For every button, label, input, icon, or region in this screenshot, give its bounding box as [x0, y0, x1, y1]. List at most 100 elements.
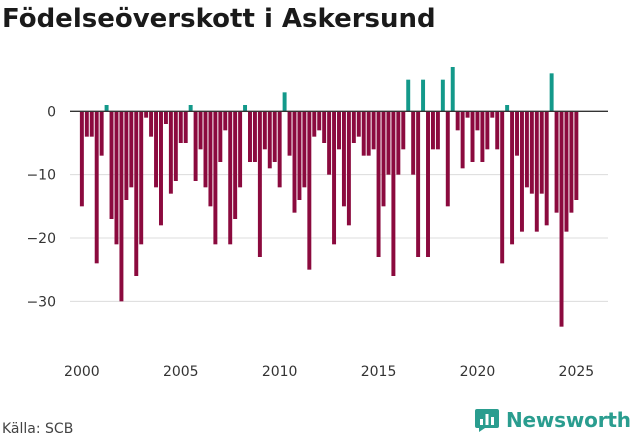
bar[interactable]: [238, 111, 243, 188]
bar[interactable]: [485, 111, 490, 150]
bar[interactable]: [480, 111, 485, 162]
bar[interactable]: [475, 111, 480, 131]
bar[interactable]: [272, 111, 277, 162]
bar[interactable]: [119, 111, 124, 302]
bar[interactable]: [356, 111, 361, 137]
bar[interactable]: [490, 111, 495, 118]
bar[interactable]: [129, 111, 134, 188]
newsworthy-logo[interactable]: Newsworthy: [474, 407, 631, 433]
bar[interactable]: [549, 73, 554, 112]
bar[interactable]: [445, 111, 450, 207]
bar[interactable]: [159, 111, 163, 226]
bar[interactable]: [144, 111, 149, 118]
bar[interactable]: [574, 111, 579, 200]
bar[interactable]: [188, 105, 193, 112]
bar[interactable]: [94, 111, 99, 264]
bar[interactable]: [312, 111, 317, 137]
bar[interactable]: [460, 111, 465, 169]
bar[interactable]: [178, 111, 183, 143]
bar[interactable]: [282, 92, 287, 112]
bar[interactable]: [198, 111, 203, 150]
bar[interactable]: [134, 111, 139, 276]
bar[interactable]: [361, 111, 366, 156]
bar[interactable]: [307, 111, 312, 270]
bar[interactable]: [337, 111, 341, 150]
bar[interactable]: [203, 111, 208, 188]
bar[interactable]: [529, 111, 534, 194]
bar[interactable]: [435, 111, 440, 150]
bar[interactable]: [173, 111, 178, 181]
bar[interactable]: [416, 111, 421, 257]
bar[interactable]: [440, 79, 445, 112]
bar[interactable]: [376, 111, 381, 257]
bar[interactable]: [297, 111, 302, 200]
bar[interactable]: [421, 79, 426, 112]
bar[interactable]: [252, 111, 257, 162]
bar[interactable]: [351, 111, 356, 143]
bar[interactable]: [277, 111, 282, 188]
bar[interactable]: [505, 105, 510, 112]
bar[interactable]: [470, 111, 475, 162]
bar[interactable]: [332, 111, 337, 245]
bar[interactable]: [401, 111, 406, 150]
bar[interactable]: [149, 111, 154, 137]
bar[interactable]: [495, 111, 500, 150]
bar[interactable]: [519, 111, 524, 232]
bar[interactable]: [411, 111, 416, 175]
bar[interactable]: [500, 111, 505, 264]
bar[interactable]: [213, 111, 218, 245]
bar[interactable]: [524, 111, 529, 188]
bar[interactable]: [317, 111, 322, 131]
bar[interactable]: [386, 111, 391, 175]
bar[interactable]: [267, 111, 272, 169]
bar[interactable]: [430, 111, 435, 150]
bar[interactable]: [391, 111, 396, 276]
bar[interactable]: [569, 111, 574, 213]
bar[interactable]: [228, 111, 233, 245]
bar[interactable]: [465, 111, 470, 118]
bar[interactable]: [243, 105, 248, 112]
bar[interactable]: [554, 111, 559, 213]
bar[interactable]: [233, 111, 238, 219]
bar[interactable]: [396, 111, 401, 175]
bar[interactable]: [287, 111, 292, 156]
bar[interactable]: [124, 111, 129, 200]
bar[interactable]: [564, 111, 569, 232]
bar[interactable]: [183, 111, 188, 143]
bar[interactable]: [89, 111, 94, 137]
bar[interactable]: [346, 111, 351, 226]
bar[interactable]: [455, 111, 460, 131]
bar[interactable]: [539, 111, 544, 194]
bar[interactable]: [84, 111, 89, 137]
bar[interactable]: [168, 111, 173, 194]
bar[interactable]: [426, 111, 430, 257]
bar[interactable]: [366, 111, 371, 156]
bar[interactable]: [154, 111, 159, 188]
bar[interactable]: [341, 111, 346, 207]
bar[interactable]: [406, 79, 411, 112]
bar[interactable]: [248, 111, 252, 162]
bar[interactable]: [257, 111, 262, 257]
bar[interactable]: [139, 111, 144, 245]
bar[interactable]: [544, 111, 549, 226]
bar[interactable]: [534, 111, 539, 232]
bar[interactable]: [292, 111, 297, 213]
bar[interactable]: [262, 111, 267, 150]
bar[interactable]: [515, 111, 519, 156]
bar[interactable]: [223, 111, 228, 131]
bar[interactable]: [322, 111, 327, 143]
bar[interactable]: [163, 111, 168, 124]
bar[interactable]: [327, 111, 332, 175]
bar[interactable]: [208, 111, 213, 207]
bar[interactable]: [99, 111, 104, 156]
bar[interactable]: [79, 111, 84, 207]
bar[interactable]: [193, 111, 198, 181]
bar[interactable]: [510, 111, 515, 245]
bar[interactable]: [218, 111, 223, 162]
bar[interactable]: [559, 111, 564, 327]
bar[interactable]: [302, 111, 307, 188]
bar[interactable]: [104, 105, 109, 112]
bar[interactable]: [114, 111, 119, 245]
bar[interactable]: [450, 67, 455, 112]
bar[interactable]: [381, 111, 386, 207]
